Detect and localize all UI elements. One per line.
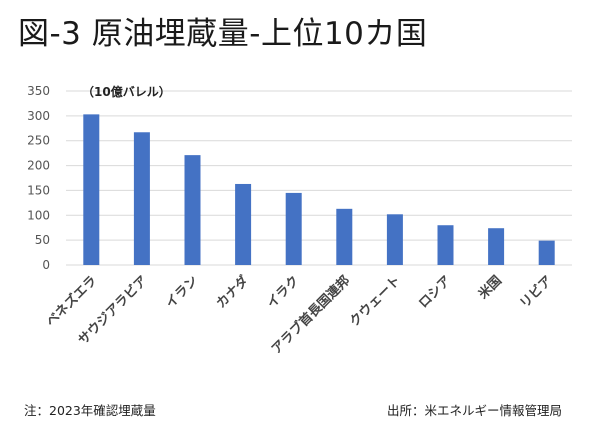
y-tick-label: 300 — [27, 109, 50, 123]
bar-7 — [437, 225, 454, 265]
bar-6 — [386, 214, 403, 265]
x-tick-label: クウェート — [347, 273, 404, 330]
x-tick-label: リビア — [517, 273, 556, 312]
source-note: 出所：米エネルギー情報管理局 — [386, 403, 562, 418]
y-tick-label: 50 — [35, 233, 50, 247]
bar-4 — [285, 192, 302, 265]
y-tick-label: 100 — [27, 208, 50, 222]
bar-8 — [488, 228, 505, 265]
chart-title: 図-3 原油埋蔵量-上位10カ国 — [18, 16, 428, 52]
x-tick-label: ロシア — [416, 273, 454, 311]
unit-label: （10億バレル） — [82, 84, 171, 99]
y-tick-label: 250 — [27, 134, 50, 148]
x-tick-label: カナダ — [213, 273, 252, 312]
bar-9 — [538, 240, 555, 265]
y-tick-label: 350 — [27, 84, 50, 98]
x-tick-label: イラン — [163, 273, 201, 311]
bar-1 — [133, 132, 150, 265]
bar-5 — [336, 208, 353, 265]
bar-0 — [83, 114, 100, 265]
gridlines — [66, 90, 572, 266]
y-tick-label: 150 — [27, 183, 50, 197]
x-tick-label: 米国 — [475, 273, 505, 303]
footnote: 注：2023年確認埋蔵量 — [24, 403, 156, 418]
y-axis-ticks: 0 50 100 150 200 250 300 350 — [27, 84, 50, 272]
y-tick-label: 200 — [27, 159, 50, 173]
y-tick-label: 0 — [42, 258, 50, 272]
x-axis-labels: ベネズエラサウジアラビア イラン カナダ イラクアラブ首長国連邦クウェート ロシア 米国リ… — [43, 273, 556, 358]
x-tick-label: イラク — [264, 273, 302, 311]
bars — [83, 114, 555, 265]
bar-2 — [184, 155, 201, 265]
bar-3 — [235, 183, 252, 265]
